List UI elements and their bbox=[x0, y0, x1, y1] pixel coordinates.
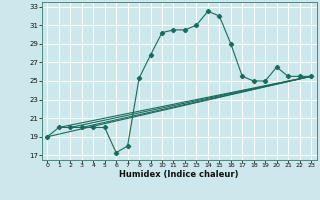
X-axis label: Humidex (Indice chaleur): Humidex (Indice chaleur) bbox=[119, 170, 239, 179]
